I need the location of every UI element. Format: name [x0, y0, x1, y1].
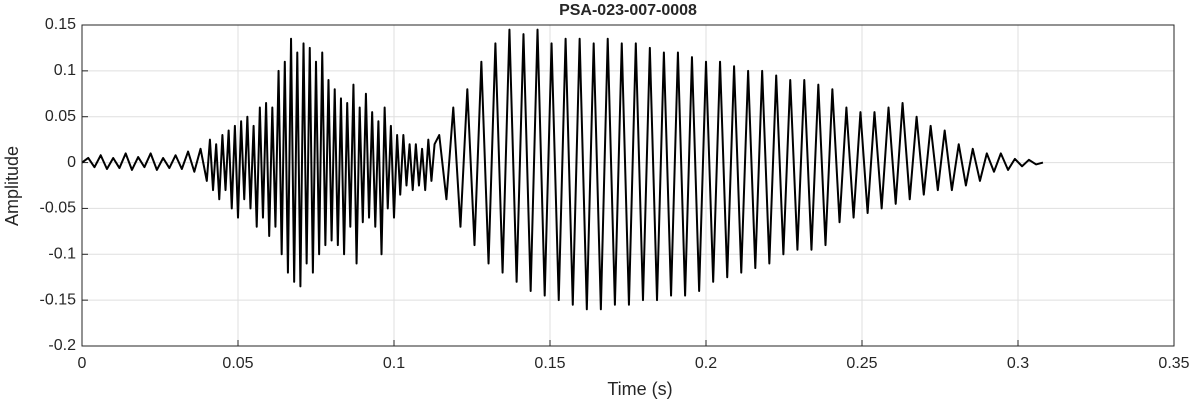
x-tick-label: 0.15 [534, 355, 565, 372]
y-tick-label: 0.15 [45, 16, 76, 33]
x-tick-label: 0.05 [222, 355, 253, 372]
y-tick-label: 0.05 [45, 108, 76, 125]
x-tick-label: 0.25 [846, 355, 877, 372]
y-tick-label: -0.15 [40, 291, 77, 308]
x-tick-label: 0.35 [1158, 355, 1189, 372]
axes-box [81, 24, 1175, 347]
y-tick-label: 0.1 [54, 62, 76, 79]
y-tick-label: -0.2 [48, 337, 76, 354]
waveform-line [81, 28, 1044, 311]
y-tick-label: 0 [67, 154, 76, 171]
chart-title: PSA-023-007-0008 [559, 2, 697, 19]
y-tick-label: -0.1 [48, 246, 76, 263]
x-tick-label: 0.3 [1007, 355, 1029, 372]
x-tick-label: 0.1 [383, 355, 405, 372]
x-axis-label: Time (s) [607, 379, 672, 399]
plot-area [81, 28, 1044, 311]
x-tick-label: 0 [78, 355, 87, 372]
y-axis-label: Amplitude [2, 146, 22, 226]
y-tick-label: -0.05 [40, 200, 77, 217]
x-tick-label: 0.2 [695, 355, 717, 372]
